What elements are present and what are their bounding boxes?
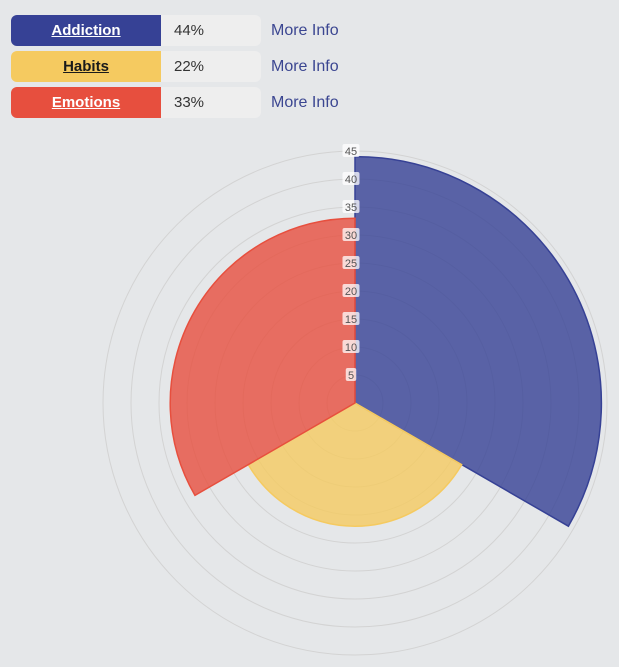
tick-label-backdrop [342, 284, 360, 297]
addiction-more-info-link[interactable]: More Info [271, 21, 339, 39]
r-tick-label: 25 [345, 258, 357, 270]
tick-label-backdrop [342, 172, 360, 185]
habits-percent: 22% [161, 51, 261, 82]
tick-label-backdrop [342, 144, 360, 157]
legend-row-emotions: Emotions 33% More Info [11, 87, 339, 118]
emotions-more-info-link[interactable]: More Info [271, 93, 339, 111]
sector-emotions[interactable] [169, 217, 356, 497]
habits-label-button[interactable]: Habits [11, 51, 161, 82]
legend: Addiction 44% More Info Habits 22% More … [11, 15, 339, 123]
r-tick-label: 45 [345, 146, 357, 158]
tick-label-backdrop [342, 200, 360, 213]
sector-habits[interactable] [247, 402, 463, 527]
legend-row-habits: Habits 22% More Info [11, 51, 339, 82]
tick-label-backdrop [342, 256, 360, 269]
r-tick-label: 30 [345, 230, 357, 242]
r-tick-label: 40 [345, 174, 357, 186]
tick-label-backdrop [342, 340, 360, 353]
r-tick-label: 35 [345, 202, 357, 214]
emotions-percent: 33% [161, 87, 261, 118]
tick-label-backdrop [345, 368, 357, 381]
legend-row-addiction: Addiction 44% More Info [11, 15, 339, 46]
r-tick-label: 20 [345, 286, 357, 298]
tick-label-backdrop [342, 312, 360, 325]
r-tick-label: 15 [345, 314, 357, 326]
addiction-percent: 44% [161, 15, 261, 46]
r-tick-label: 10 [345, 342, 357, 354]
tick-label-backdrop [342, 228, 360, 241]
emotions-label-button[interactable]: Emotions [11, 87, 161, 118]
addiction-label-button[interactable]: Addiction [11, 15, 161, 46]
habits-more-info-link[interactable]: More Info [271, 57, 339, 75]
r-tick-label: 5 [348, 370, 354, 382]
sector-addiction[interactable] [354, 155, 603, 528]
